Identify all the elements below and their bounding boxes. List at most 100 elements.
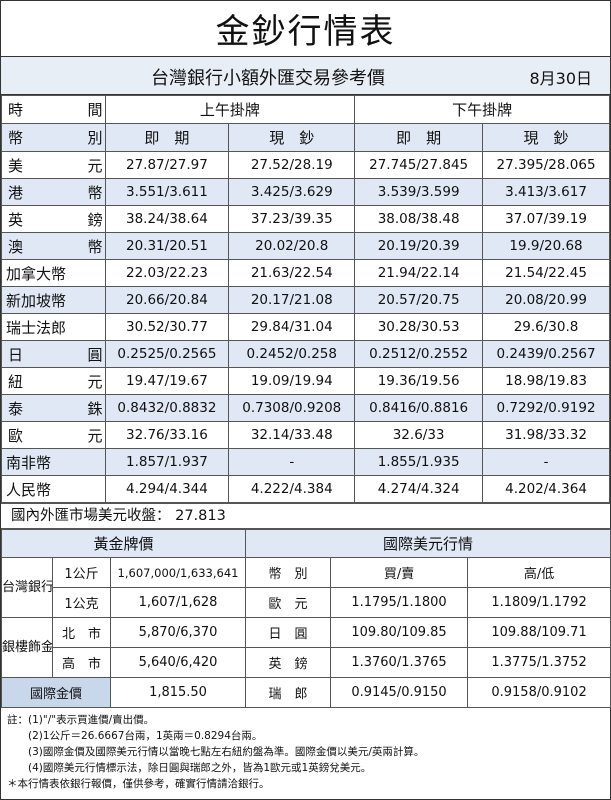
pm-cash-rate: 0.7292/0.9192 bbox=[482, 394, 610, 422]
intl-header-high-low: 高/低 bbox=[467, 557, 611, 588]
gold-price-kg: 1,607,000/1,633,641 bbox=[109, 557, 247, 588]
rates-date: 8月30日 bbox=[529, 69, 592, 88]
usd-close-label: 國內外匯市場美元收盤： bbox=[11, 508, 171, 524]
rate-header-row-time: 時間 上午掛牌 下午掛牌 bbox=[1, 95, 610, 124]
currency-name: 加拿大幣 bbox=[1, 259, 106, 287]
pm-cash-rate: - bbox=[482, 448, 610, 476]
intl-header-bid-ask: 買/賣 bbox=[330, 557, 469, 588]
am-cash-rate: 4.222/4.384 bbox=[228, 475, 356, 503]
lower-section-headers: 黃金牌價 國際美元行情 bbox=[0, 529, 611, 558]
currency-name: 港幣 bbox=[1, 178, 106, 206]
pm-cash-rate: 18.98/19.83 bbox=[482, 367, 610, 395]
lower-row-4: 高 市 5,640/6,420 英 鎊 1.3760/1.3765 1.3775… bbox=[2, 647, 611, 678]
currency-name: 日圓 bbox=[1, 340, 106, 368]
am-spot-rate: 38.24/38.64 bbox=[104, 205, 230, 233]
am-spot-rate: 4.294/4.344 bbox=[104, 475, 230, 503]
header-pm-spot: 即 期 bbox=[354, 123, 484, 152]
am-cash-rate: 20.02/20.8 bbox=[228, 232, 356, 260]
am-spot-rate: 20.66/20.84 bbox=[104, 286, 230, 314]
currency-name: 歐元 bbox=[1, 421, 106, 449]
rates-subheading-title: 台灣銀行小額外匯交易參考價 bbox=[151, 68, 385, 89]
pm-cash-rate: 3.413/3.617 bbox=[482, 178, 610, 206]
rate-row: 南非幣 1.857/1.937-1.855/1.935- bbox=[1, 448, 610, 476]
gold-unit-g: 1公克 bbox=[52, 587, 111, 618]
intl-gold-label: 國際金價 bbox=[1, 677, 111, 708]
am-cash-rate: - bbox=[228, 448, 356, 476]
currency-name: 新加坡幣 bbox=[1, 286, 106, 314]
intl-high-low-jpy: 109.88/109.71 bbox=[467, 617, 611, 648]
am-spot-rate: 27.87/27.97 bbox=[104, 151, 230, 179]
jewelry-city-north: 北 市 bbox=[52, 617, 111, 648]
pm-spot-rate: 30.28/30.53 bbox=[354, 313, 484, 341]
header-afternoon: 下午掛牌 bbox=[354, 95, 610, 124]
currency-name: 美元 bbox=[1, 151, 106, 179]
bank-gold-label: 台灣銀行黃金牌告價 bbox=[1, 557, 53, 618]
rate-row: 瑞士法郎 30.52/30.77 29.84/31.04 30.28/30.53 29.… bbox=[1, 313, 610, 341]
currency-name: 紐元 bbox=[1, 367, 106, 395]
am-cash-rate: 3.425/3.629 bbox=[228, 178, 356, 206]
currency-name: 泰銖 bbox=[1, 394, 106, 422]
footnote: (3)國際金價及國際美元行情以當晚七點左右紐約盤為準。國際金價以美元/英兩計算。 bbox=[7, 746, 425, 758]
intl-bid-ask-gbp: 1.3760/1.3765 bbox=[330, 647, 469, 678]
footnote: 註：(1)"/"表示買進價/賣出價。 bbox=[7, 714, 155, 726]
pm-cash-rate: 21.54/22.45 bbox=[482, 259, 610, 287]
pm-spot-rate: 3.539/3.599 bbox=[354, 178, 484, 206]
jewelry-price-kaohsiung: 5,640/6,420 bbox=[109, 647, 247, 678]
intl-cur-jpy: 日 圓 bbox=[245, 617, 332, 648]
jewelry-price-north: 5,870/6,370 bbox=[109, 617, 247, 648]
intl-bid-ask-chf: 0.9145/0.9150 bbox=[330, 677, 469, 708]
header-time-label: 時間 bbox=[1, 95, 106, 124]
rates-subheading: 台灣銀行小額外匯交易參考價 8月30日 bbox=[1, 57, 610, 95]
pm-spot-rate: 0.8416/0.8816 bbox=[354, 394, 484, 422]
exchange-rate-table: 時間 上午掛牌 下午掛牌 幣別 即 期 現 鈔 即 期 現 鈔 美元 27.87/… bbox=[1, 95, 610, 503]
rate-row: 港幣 3.551/3.611 3.425/3.629 3.539/3.599 3.413… bbox=[1, 178, 610, 206]
pm-cash-rate: 29.6/30.8 bbox=[482, 313, 610, 341]
am-spot-rate: 3.551/3.611 bbox=[104, 178, 230, 206]
pm-cash-rate: 0.2439/0.2567 bbox=[482, 340, 610, 368]
rate-row: 紐元 19.47/19.67 19.09/19.94 19.36/19.56 18.98… bbox=[1, 367, 610, 395]
am-cash-rate: 37.23/39.35 bbox=[228, 205, 356, 233]
pm-cash-rate: 31.98/33.32 bbox=[482, 421, 610, 449]
gold-and-intl-usd-table: 黃金牌價 國際美元行情 台灣銀行黃金牌告價 1公斤 1,607,000/1,63… bbox=[0, 529, 611, 708]
am-spot-rate: 22.03/22.23 bbox=[104, 259, 230, 287]
am-spot-rate: 20.31/20.51 bbox=[104, 232, 230, 260]
pm-spot-rate: 19.36/19.56 bbox=[354, 367, 484, 395]
intl-high-low-gbp: 1.3775/1.3752 bbox=[467, 647, 611, 678]
header-am-spot: 即 期 bbox=[104, 123, 230, 152]
pm-spot-rate: 20.57/20.75 bbox=[354, 286, 484, 314]
page-title: 金鈔行情表 bbox=[1, 1, 610, 57]
intl-cur-gbp: 英 鎊 bbox=[245, 647, 332, 678]
intl-gold-price: 1,815.50 bbox=[109, 677, 247, 708]
usd-close-line: 國內外匯市場美元收盤： 27.813 bbox=[1, 503, 610, 529]
pm-spot-rate: 21.94/22.14 bbox=[354, 259, 484, 287]
intl-cur-chf: 瑞 郎 bbox=[245, 677, 332, 708]
currency-name: 英鎊 bbox=[1, 205, 106, 233]
header-morning: 上午掛牌 bbox=[104, 95, 356, 124]
am-spot-rate: 0.8432/0.8832 bbox=[104, 394, 230, 422]
pm-spot-rate: 1.855/1.935 bbox=[354, 448, 484, 476]
rate-header-row-currency: 幣別 即 期 現 鈔 即 期 現 鈔 bbox=[1, 123, 610, 152]
am-cash-rate: 32.14/33.48 bbox=[228, 421, 356, 449]
pm-cash-rate: 19.9/20.68 bbox=[482, 232, 610, 260]
currency-name: 人民幣 bbox=[1, 475, 106, 503]
footnote: (4)國際美元行情標示法，除日圓與瑞郎之外，皆為1歐元或1英鎊兌美元。 bbox=[7, 762, 372, 774]
header-am-cash: 現 鈔 bbox=[228, 123, 356, 152]
am-spot-rate: 19.47/19.67 bbox=[104, 367, 230, 395]
pm-cash-rate: 4.202/4.364 bbox=[482, 475, 610, 503]
am-cash-rate: 21.63/22.54 bbox=[228, 259, 356, 287]
am-cash-rate: 29.84/31.04 bbox=[228, 313, 356, 341]
gold-unit-kg: 1公斤 bbox=[52, 557, 111, 588]
gold-title: 黃金牌價 bbox=[0, 529, 247, 558]
pm-spot-rate: 20.19/20.39 bbox=[354, 232, 484, 260]
rate-row: 加拿大幣 22.03/22.23 21.63/22.54 21.94/22.14 21.… bbox=[1, 259, 610, 287]
lower-row-2: 1公克 1,607/1,628 歐 元 1.1795/1.1800 1.1809… bbox=[2, 587, 611, 618]
pm-spot-rate: 27.745/27.845 bbox=[354, 151, 484, 179]
pm-spot-rate: 38.08/38.48 bbox=[354, 205, 484, 233]
header-currency-label: 幣別 bbox=[1, 123, 106, 152]
currency-name: 南非幣 bbox=[1, 448, 106, 476]
am-cash-rate: 20.17/21.08 bbox=[228, 286, 356, 314]
pm-spot-rate: 0.2512/0.2552 bbox=[354, 340, 484, 368]
intl-cur-eur: 歐 元 bbox=[245, 587, 332, 618]
rate-row: 歐元 32.76/33.16 32.14/33.48 32.6/33 31.98/33.… bbox=[1, 421, 610, 449]
